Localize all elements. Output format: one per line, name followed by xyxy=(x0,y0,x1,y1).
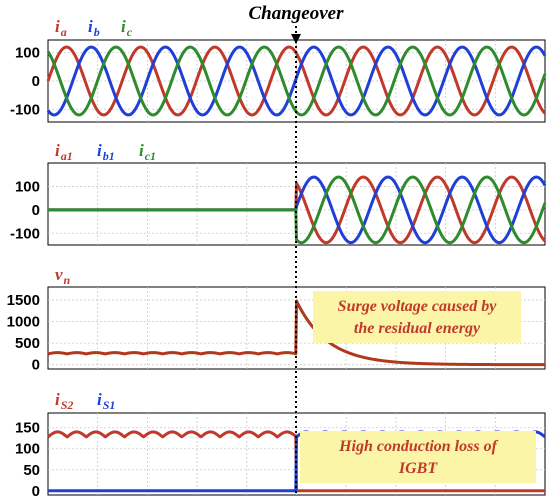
series-line xyxy=(47,175,547,245)
legend-entry: ib xyxy=(88,17,100,39)
y-tick-label: 1000 xyxy=(7,314,40,331)
annotation-box xyxy=(313,291,521,343)
legend-entry: ia1 xyxy=(55,141,73,163)
annotation-layer: Surge voltage caused by the residual ener… xyxy=(300,291,536,483)
legend-entry: vn xyxy=(55,265,71,287)
y-tick-label: 0 xyxy=(32,357,40,374)
changeover-label: Changeover xyxy=(249,3,345,24)
annotation-text: IGBT xyxy=(398,460,438,477)
y-tick-label: -100 xyxy=(10,225,40,242)
changeover-marker: Changeover xyxy=(249,3,345,495)
y-tick-label: 50 xyxy=(23,462,40,479)
y-tick-label: -100 xyxy=(10,101,40,118)
y-tick-label: 100 xyxy=(15,441,40,458)
y-tick-label: 0 xyxy=(32,483,40,499)
series-line xyxy=(47,299,546,367)
y-tick-label: 0 xyxy=(32,202,40,219)
legend-entry: ic1 xyxy=(139,141,156,163)
y-tick-label: 150 xyxy=(15,420,40,437)
y-tick-label: 0 xyxy=(32,73,40,90)
legend-entry: ib1 xyxy=(97,141,115,163)
annotation-box xyxy=(300,431,536,483)
y-tick-label: 100 xyxy=(15,178,40,195)
legend-entry: iS2 xyxy=(55,390,73,412)
y-tick-label: 100 xyxy=(15,45,40,62)
changeover-arrow-icon xyxy=(291,34,301,44)
annotation-text: High conduction loss of xyxy=(338,438,498,455)
annotation-text: Surge voltage caused by xyxy=(338,298,498,315)
legend-entry: iS1 xyxy=(97,390,115,412)
annotation-text: the residual energy xyxy=(354,320,481,337)
legend-entry: ia xyxy=(55,17,67,39)
y-tick-label: 1500 xyxy=(7,292,40,309)
y-tick-label: 500 xyxy=(15,335,40,352)
legend-entry: ic xyxy=(121,17,133,39)
